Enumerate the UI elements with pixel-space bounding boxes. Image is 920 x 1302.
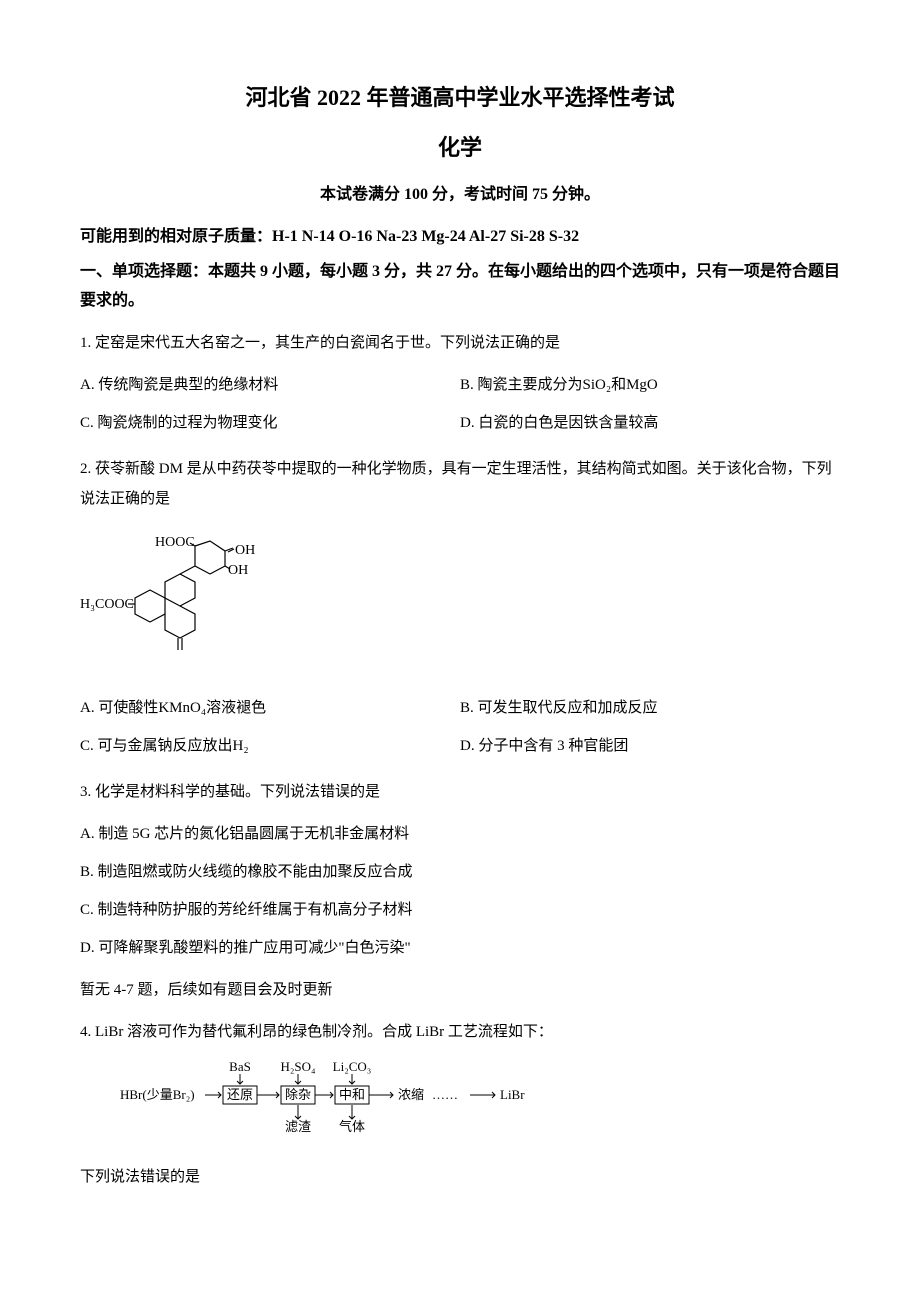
- oh1-label: OH: [235, 543, 255, 558]
- flow-conc: 浓缩: [398, 1087, 424, 1102]
- q1-option-a: A. 传统陶瓷是典型的绝缘材料: [80, 366, 460, 404]
- flow-bas: BaS: [229, 1059, 251, 1074]
- q2-text: 2. 茯苓新酸 DM 是从中药茯苓中提取的一种化学物质，具有一定生理活性，其结构…: [80, 454, 840, 514]
- flow-gas: 气体: [339, 1119, 365, 1134]
- missing-note: 暂无 4-7 题，后续如有题目会及时更新: [80, 975, 840, 1005]
- q1-text: 1. 定窑是宋代五大名窑之一，其生产的白瓷闻名于世。下列说法正确的是: [80, 328, 840, 358]
- q1-option-d: D. 白瓷的白色是因铁含量较高: [460, 404, 840, 442]
- subject-title: 化学: [80, 130, 840, 162]
- flow-box3: 中和: [339, 1087, 365, 1102]
- main-title: 河北省 2022 年普通高中学业水平选择性考试: [80, 80, 840, 112]
- flow-box2: 除杂: [285, 1087, 311, 1102]
- q2-options: A. 可使酸性KMnO₄溶液褪色 B. 可发生取代反应和加成反应 C. 可与金属…: [80, 689, 840, 765]
- flow-box1: 还原: [227, 1087, 253, 1102]
- q3-option-c: C. 制造特种防护服的芳纶纤维属于有机高分子材料: [80, 891, 840, 929]
- question-2: 2. 茯苓新酸 DM 是从中药茯苓中提取的一种化学物质，具有一定生理活性，其结构…: [80, 454, 840, 765]
- q2-option-c: C. 可与金属钠反应放出H₂: [80, 727, 460, 765]
- q3-option-b: B. 制造阻燃或防火线缆的橡胶不能由加聚反应合成: [80, 853, 840, 891]
- exam-info: 本试卷满分 100 分，考试时间 75 分钟。: [80, 180, 840, 204]
- q3-option-a: A. 制造 5G 芯片的氮化铝晶圆属于无机非金属材料: [80, 815, 840, 853]
- q2-option-d: D. 分子中含有 3 种官能团: [460, 727, 840, 765]
- q1-option-b: B. 陶瓷主要成分为SiO₂和MgO: [460, 366, 840, 404]
- flow-h2so4: H₂SO₄: [280, 1059, 316, 1074]
- flow-residue: 滤渣: [285, 1119, 311, 1134]
- flow-li2co3: Li₂CO₃: [333, 1059, 372, 1074]
- q3-option-d: D. 可降解聚乳酸塑料的推广应用可减少"白色污染": [80, 929, 840, 967]
- flow-svg: BaS H₂SO₄ Li₂CO₃ HBr(少量Br₂) 还原 除杂 中和 浓缩 …: [120, 1059, 560, 1139]
- h3cooc-label: H₃COOC: [80, 597, 134, 612]
- q2-option-b: B. 可发生取代反应和加成反应: [460, 689, 840, 727]
- molecule-structure: HOOC OH OH H₃COOC: [80, 526, 840, 677]
- q3-options: A. 制造 5G 芯片的氮化铝晶圆属于无机非金属材料 B. 制造阻燃或防火线缆的…: [80, 815, 840, 967]
- question-1: 1. 定窑是宋代五大名窑之一，其生产的白瓷闻名于世。下列说法正确的是 A. 传统…: [80, 328, 840, 442]
- q4-footer: 下列说法错误的是: [80, 1162, 840, 1192]
- flow-end: LiBr: [500, 1087, 525, 1102]
- q1-option-c: C. 陶瓷烧制的过程为物理变化: [80, 404, 460, 442]
- q2-option-a: A. 可使酸性KMnO₄溶液褪色: [80, 689, 460, 727]
- oh2-label: OH: [228, 563, 248, 578]
- question-4: 4. LiBr 溶液可作为替代氟利昂的绿色制冷剂。合成 LiBr 工艺流程如下：…: [80, 1017, 840, 1192]
- atomic-mass: 可能用到的相对原子质量：H-1 N-14 O-16 Na-23 Mg-24 Al…: [80, 222, 840, 246]
- molecule-svg: HOOC OH OH H₃COOC: [80, 526, 280, 666]
- hooc-label: HOOC: [155, 535, 195, 550]
- question-3: 3. 化学是材料科学的基础。下列说法错误的是 A. 制造 5G 芯片的氮化铝晶圆…: [80, 777, 840, 967]
- q3-text: 3. 化学是材料科学的基础。下列说法错误的是: [80, 777, 840, 807]
- flow-start: HBr(少量Br₂): [120, 1087, 195, 1102]
- flow-diagram: BaS H₂SO₄ Li₂CO₃ HBr(少量Br₂) 还原 除杂 中和 浓缩 …: [120, 1059, 840, 1150]
- q4-text: 4. LiBr 溶液可作为替代氟利昂的绿色制冷剂。合成 LiBr 工艺流程如下：: [80, 1017, 840, 1047]
- section-header: 一、单项选择题：本题共 9 小题，每小题 3 分，共 27 分。在每小题给出的四…: [80, 258, 840, 316]
- q1-options: A. 传统陶瓷是典型的绝缘材料 B. 陶瓷主要成分为SiO₂和MgO C. 陶瓷…: [80, 366, 840, 442]
- flow-dots: ……: [432, 1087, 458, 1102]
